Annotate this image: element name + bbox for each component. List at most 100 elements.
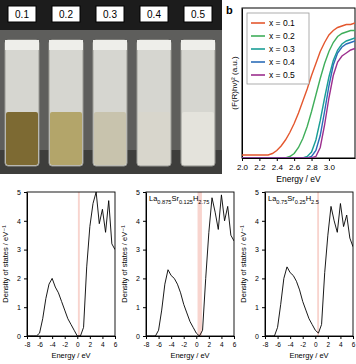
vial-neck [5,40,39,50]
vial-label-box [8,6,36,22]
y-axis: 012345 [17,189,27,340]
panel-title: La0.875Sr0.125H2.75 [149,194,209,205]
dos-line [265,204,353,336]
x-tick-mark [102,336,103,339]
vial-label: 0.4 [147,9,161,20]
x-tick-mark [90,336,91,339]
x-tick: -8 [263,336,269,348]
x-tick-label: 2 [208,341,212,348]
y-axis-title: Density of states / eV⁻¹ [120,225,129,303]
axis-line [266,336,354,337]
x-tick: -4 [50,336,56,348]
y-tick-mark [24,192,27,193]
x-tick-label: -4 [169,341,175,348]
vial [49,40,83,166]
x-tick: 2 [327,336,331,348]
x-tick: 2 [89,336,93,348]
x-tick-mark [159,336,160,339]
y-tick: 5 [17,189,27,196]
vial-neck [49,40,83,50]
x-tick: 4 [339,336,343,348]
y-tick-mark [24,307,27,308]
legend: x = 0.1x = 0.2x = 0.3x = 0.4x = 0.5 [247,13,309,84]
x-tick-mark [171,336,172,339]
y-tick: 2 [255,275,265,282]
y-tick: 4 [136,218,146,225]
y-tick-label: 3 [136,246,140,253]
x-tick-label: 2.0 [237,163,249,172]
vial-label-box [140,6,168,22]
y-tick: 0 [136,333,146,340]
vial-neck [93,40,127,50]
vial-label: 0.3 [103,9,117,20]
vial-label-box [52,6,80,22]
dos-panel: -8-6-4-20246012345Energy / eVDensity of … [239,189,356,360]
plot-frame [146,192,234,336]
x-tick-label: 6 [114,341,118,348]
x-axis: -8-6-4-20246 [263,336,356,348]
x-tick: 2.0 [237,158,249,172]
y-tick: 5 [136,189,146,196]
x-tick-mark [328,336,329,339]
x-tick-mark [278,336,279,339]
axis-line [28,336,116,337]
y-tick: 3 [136,246,146,253]
y-tick: 1 [255,304,265,311]
photo-background [0,0,222,174]
x-tick: -2 [62,336,68,348]
y-tick-label: 1 [136,304,140,311]
gap-band [317,192,319,336]
y-tick-mark [24,221,27,222]
x-tick: -6 [37,336,43,348]
x-tick-mark [259,158,260,161]
legend-label: x = 0.2 [269,31,295,41]
x-tick-mark [303,336,304,339]
plot-frame [265,192,353,336]
x-tick-label: 0 [195,341,199,348]
legend-swatch [251,22,265,24]
y-tick-label: 1 [17,304,21,311]
legend-box [247,13,309,84]
x-tick-label: -6 [37,341,43,348]
y-tick-label: 3 [17,246,21,253]
y-tick-label: 5 [255,189,259,196]
y-axis-title: Density of states / eV⁻¹ [1,225,10,303]
legend-label: x = 0.1 [269,18,295,28]
vial-powder [138,112,170,165]
axis-line [146,193,147,337]
x-tick-label: 0 [314,341,318,348]
x-tick-label: -4 [50,341,56,348]
x-tick: -4 [169,336,175,348]
y-tick-mark [143,336,146,337]
y-tick-mark [262,307,265,308]
x-tick: -6 [275,336,281,348]
x-tick-mark [115,336,116,339]
axis-line [27,193,28,337]
y-tick-mark [143,221,146,222]
x-tick-mark [353,336,354,339]
y-tick: 3 [255,246,265,253]
x-axis: -8-6-4-20246 [25,336,118,348]
y-tick: 4 [255,218,265,225]
vial [181,40,215,166]
y-tick: 4 [17,218,27,225]
legend-swatch [251,35,265,37]
x-tick: 0 [76,336,80,348]
y-tick: 2 [136,275,146,282]
x-tick-mark [294,158,295,161]
y-tick: 5 [255,189,265,196]
x-tick: 0 [195,336,199,348]
x-tick: -8 [144,336,150,348]
gap-band [78,192,80,336]
x-axis: 2.02.22.42.62.83.0 [237,158,356,172]
vial [93,40,127,166]
plot-marks [146,192,234,336]
y-axis [242,9,243,159]
plot-frame [27,192,115,336]
dos-line [146,195,234,336]
x-tick-mark [40,336,41,339]
y-tick: 1 [17,304,27,311]
x-tick-label: 6 [233,341,237,348]
x-tick-mark [329,158,330,161]
dos-panel: -8-6-4-20246012345Energy / eVDensity of … [1,189,118,360]
